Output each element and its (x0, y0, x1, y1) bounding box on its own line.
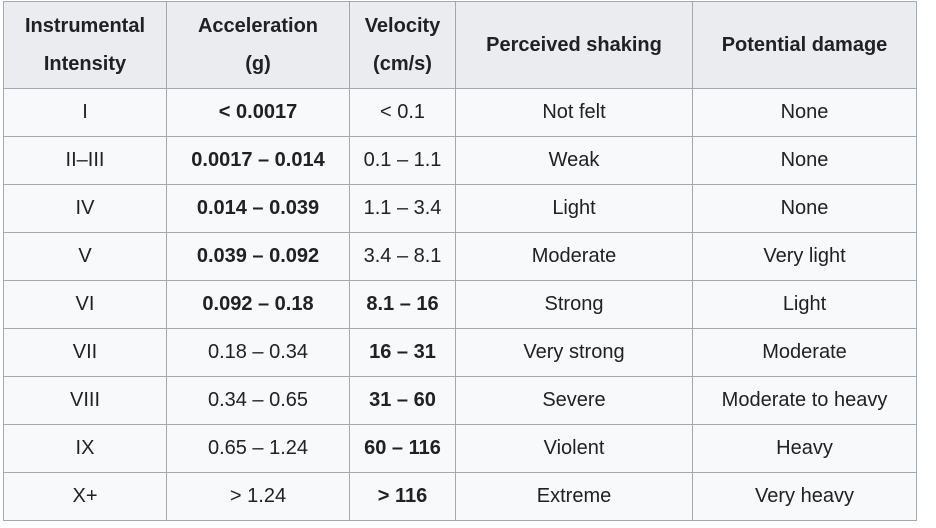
cell-perceived-shaking: Very strong (455, 328, 693, 377)
cell-potential-damage: None (692, 136, 917, 185)
header-intensity: Instrumental Intensity (3, 1, 167, 89)
header-velocity-line1: Velocity (364, 15, 441, 37)
cell-velocity: 16 – 31 (349, 328, 456, 377)
header-acceleration-line1: Acceleration (197, 15, 319, 37)
cell-perceived-shaking: Extreme (455, 472, 693, 521)
cell-intensity: IV (3, 184, 167, 233)
cell-intensity: VIII (3, 376, 167, 425)
cell-perceived-shaking: Violent (455, 424, 693, 473)
cell-potential-damage: Moderate (692, 328, 917, 377)
cell-intensity: I (3, 88, 167, 137)
cell-intensity: IX (3, 424, 167, 473)
table-row: II–III 0.0017 – 0.014 0.1 – 1.1 Weak None (3, 136, 917, 185)
header-intensity-line2: Intensity (43, 53, 127, 75)
cell-intensity: X+ (3, 472, 167, 521)
cell-potential-damage: Heavy (692, 424, 917, 473)
cell-velocity: 31 – 60 (349, 376, 456, 425)
header-acceleration: Acceleration (g) (166, 1, 350, 89)
cell-acceleration: 0.0017 – 0.014 (166, 136, 350, 185)
cell-potential-damage: Moderate to heavy (692, 376, 917, 425)
cell-perceived-shaking: Moderate (455, 232, 693, 281)
cell-acceleration: 0.092 – 0.18 (166, 280, 350, 329)
cell-velocity: 3.4 – 8.1 (349, 232, 456, 281)
cell-acceleration: 0.18 – 0.34 (166, 328, 350, 377)
table-row: IV 0.014 – 0.039 1.1 – 3.4 Light None (3, 184, 917, 233)
header-velocity-line2: (cm/s) (373, 53, 432, 75)
cell-perceived-shaking: Not felt (455, 88, 693, 137)
table-row: VII 0.18 – 0.34 16 – 31 Very strong Moderate (3, 328, 917, 377)
table-row: IX 0.65 – 1.24 60 – 116 Violent Heavy (3, 424, 917, 473)
table-row: VIII 0.34 – 0.65 31 – 60 Severe Moderate to … (3, 376, 917, 425)
cell-intensity: VI (3, 280, 167, 329)
cell-intensity: V (3, 232, 167, 281)
cell-acceleration: 0.65 – 1.24 (166, 424, 350, 473)
cell-acceleration: < 0.0017 (166, 88, 350, 137)
table-row: X+ > 1.24 > 116 Extreme Very heavy (3, 472, 917, 521)
cell-velocity: < 0.1 (349, 88, 456, 137)
cell-potential-damage: None (692, 184, 917, 233)
cell-intensity: VII (3, 328, 167, 377)
cell-potential-damage: Very light (692, 232, 917, 281)
cell-velocity: 60 – 116 (349, 424, 456, 473)
header-potential-damage: Potential damage (692, 1, 917, 89)
cell-potential-damage: Light (692, 280, 917, 329)
cell-potential-damage: Very heavy (692, 472, 917, 521)
cell-potential-damage: None (692, 88, 917, 137)
cell-perceived-shaking: Light (455, 184, 693, 233)
cell-velocity: > 116 (349, 472, 456, 521)
cell-acceleration: 0.039 – 0.092 (166, 232, 350, 281)
cell-perceived-shaking: Severe (455, 376, 693, 425)
table-body: I < 0.0017 < 0.1 Not felt None II–III 0.0017 –… (3, 88, 917, 521)
header-damage-label: Potential damage (721, 34, 888, 56)
cell-velocity: 0.1 – 1.1 (349, 136, 456, 185)
intensity-table: Instrumental Intensity Acceleration (g) … (3, 1, 917, 521)
cell-velocity: 8.1 – 16 (349, 280, 456, 329)
cell-acceleration: 0.014 – 0.039 (166, 184, 350, 233)
cell-perceived-shaking: Weak (455, 136, 693, 185)
table-row: I < 0.0017 < 0.1 Not felt None (3, 88, 917, 137)
cell-acceleration: 0.34 – 0.65 (166, 376, 350, 425)
header-shaking-label: Perceived shaking (486, 34, 662, 56)
table-header: Instrumental Intensity Acceleration (g) … (3, 1, 917, 89)
cell-velocity: 1.1 – 3.4 (349, 184, 456, 233)
table-row: VI 0.092 – 0.18 8.1 – 16 Strong Light (3, 280, 917, 329)
table-row: V 0.039 – 0.092 3.4 – 8.1 Moderate Very ligh… (3, 232, 917, 281)
cell-acceleration: > 1.24 (166, 472, 350, 521)
header-perceived-shaking: Perceived shaking (455, 1, 693, 89)
header-velocity: Velocity (cm/s) (349, 1, 456, 89)
cell-perceived-shaking: Strong (455, 280, 693, 329)
header-intensity-line1: Instrumental (24, 15, 146, 37)
cell-intensity: II–III (3, 136, 167, 185)
header-acceleration-line2: (g) (245, 53, 271, 75)
header-row: Instrumental Intensity Acceleration (g) … (3, 1, 917, 89)
